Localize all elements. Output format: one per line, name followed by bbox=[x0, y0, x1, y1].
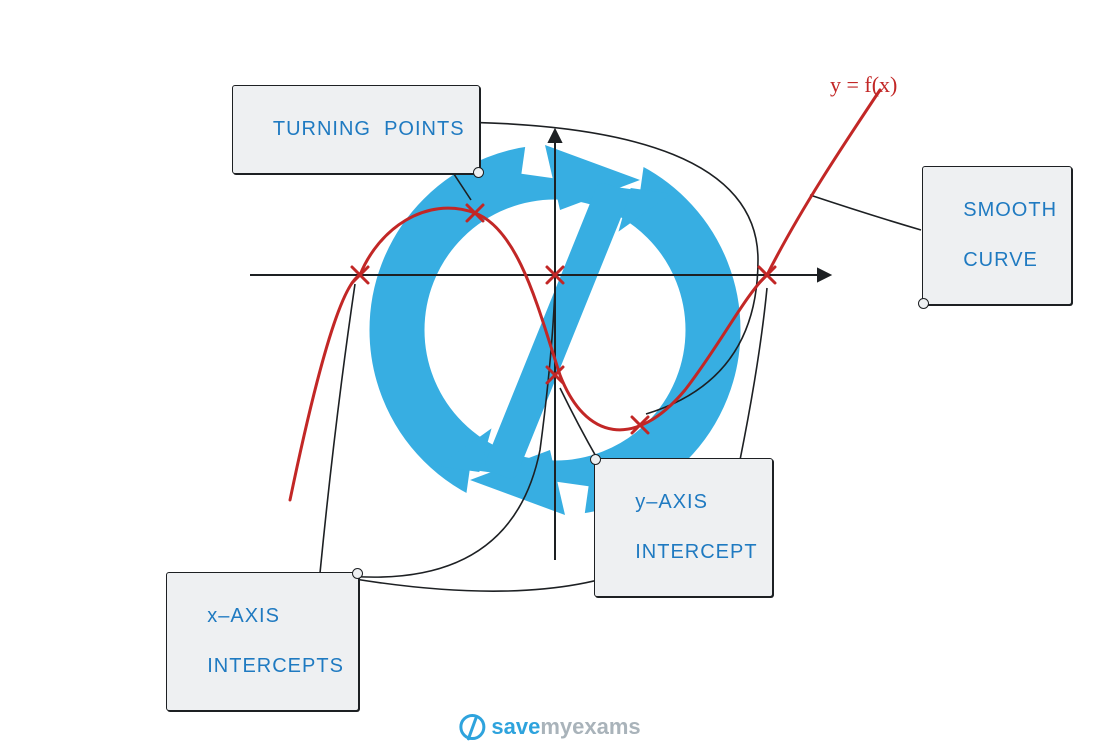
mark-turning-max bbox=[467, 205, 483, 221]
cross-marks bbox=[352, 205, 775, 433]
tag-text-l1: x–AXIS bbox=[207, 605, 280, 627]
equation-label: y = f(x) bbox=[830, 72, 897, 98]
tag-text-l2: CURVE bbox=[963, 249, 1038, 271]
footer-brand: savemyexams bbox=[459, 714, 640, 740]
graph-svg bbox=[0, 0, 1100, 754]
brand-word-3: exams bbox=[572, 714, 641, 739]
tag-turning-points: TURNING POINTS bbox=[232, 85, 480, 174]
tag-smooth-curve: SMOOTH CURVE bbox=[922, 166, 1072, 305]
tag-text-l1: y–AXIS bbox=[635, 491, 708, 513]
brand-word-2: my bbox=[540, 714, 572, 739]
tag-x-intercepts: x–AXIS INTERCEPTS bbox=[166, 572, 359, 711]
brand-word-1: save bbox=[491, 714, 540, 739]
tag-y-intercept: y–AXIS INTERCEPT bbox=[594, 458, 773, 597]
diagram-stage: y = f(x) TURNING POINTS SMOOTH CURVE y–A… bbox=[0, 0, 1100, 754]
tag-text: TURNING POINTS bbox=[273, 118, 465, 140]
brand-logo-icon bbox=[459, 714, 485, 740]
tag-text-l2: INTERCEPTS bbox=[207, 655, 344, 677]
tag-text-l2: INTERCEPT bbox=[635, 541, 757, 563]
tag-text-l1: SMOOTH bbox=[963, 199, 1057, 221]
